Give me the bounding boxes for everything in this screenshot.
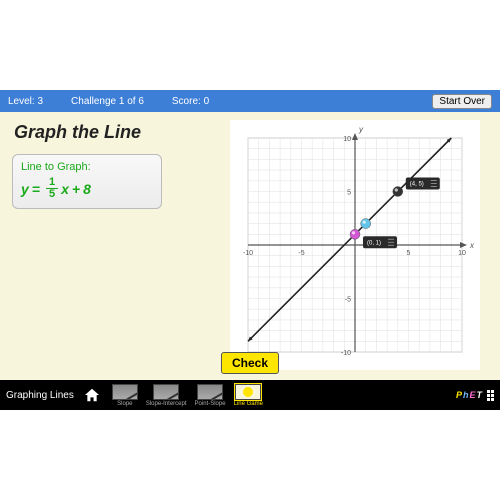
equation-panel: Line to Graph: y = 1 5 x + 8 [12, 154, 162, 209]
challenge-title: Graph the Line [14, 122, 141, 143]
phet-logo[interactable]: PhET [456, 390, 483, 400]
nav-tab-label: Point-Slope [195, 401, 226, 407]
play-area: Graph the Line Line to Graph: y = 1 5 x … [0, 112, 500, 380]
eq-intercept: 8 [83, 181, 91, 197]
svg-text:5: 5 [347, 190, 351, 197]
level-value: 3 [37, 96, 43, 107]
nav-tab-line-game[interactable]: Line Game [234, 384, 263, 407]
svg-text:5: 5 [407, 250, 411, 257]
graph-area[interactable]: -10-10-5-5551010xy(0, 1)(4, 5) [230, 120, 480, 370]
nav-tab-point-slope[interactable]: Point-Slope [195, 384, 226, 407]
score-label: Score: [172, 96, 201, 107]
svg-text:y: y [358, 125, 364, 134]
eq-x: x [61, 181, 69, 197]
nav-tab-slope-intercept[interactable]: Slope-Intercept [146, 384, 187, 407]
challenge-label: Challenge [71, 96, 116, 107]
nav-bar: Graphing Lines Slope Slope-Intercept Point… [0, 380, 500, 410]
level-indicator: Level: 3 [8, 96, 43, 107]
home-icon[interactable] [84, 388, 100, 402]
nav-tab-label: Slope-Intercept [146, 401, 187, 407]
phet-menu-icon[interactable] [487, 390, 494, 401]
nav-tab-label: Line Game [234, 401, 263, 407]
svg-text:-10: -10 [243, 250, 253, 257]
eq-slope-den: 5 [46, 189, 58, 200]
graph-point-handle[interactable] [393, 187, 403, 197]
coord-label[interactable]: (4, 5) [406, 178, 440, 190]
score-value: 0 [204, 96, 210, 107]
eq-equals: = [32, 181, 40, 197]
svg-text:(4, 5): (4, 5) [410, 182, 424, 188]
svg-text:10: 10 [343, 136, 351, 143]
nav-tab-label: Slope [117, 401, 132, 407]
eq-plus: + [72, 181, 80, 197]
graph-point-handle[interactable] [361, 219, 371, 229]
nav-tab-slope[interactable]: Slope [112, 384, 138, 407]
svg-text:x: x [469, 241, 475, 250]
graph-point-handle[interactable] [350, 229, 360, 239]
coord-label[interactable]: (0, 1) [363, 236, 397, 248]
equation-label: Line to Graph: [21, 161, 153, 173]
svg-text:-5: -5 [298, 250, 304, 257]
level-label: Level: [8, 96, 35, 107]
eq-slope-fraction: 1 5 [46, 177, 58, 200]
sim-title: Graphing Lines [6, 390, 74, 401]
status-bar: Level: 3 Challenge 1 of 6 Score: 0 Start… [0, 90, 500, 112]
svg-text:-5: -5 [345, 297, 351, 304]
score-indicator: Score: 0 [172, 96, 209, 107]
check-button[interactable]: Check [221, 352, 279, 374]
eq-y: y [21, 181, 29, 197]
challenge-value: 1 of 6 [119, 96, 144, 107]
svg-text:(0, 1): (0, 1) [367, 240, 381, 246]
start-over-button[interactable]: Start Over [432, 94, 492, 109]
svg-text:10: 10 [458, 250, 466, 257]
equation: y = 1 5 x + 8 [21, 177, 153, 200]
challenge-indicator: Challenge 1 of 6 [71, 96, 144, 107]
svg-text:-10: -10 [341, 350, 351, 357]
